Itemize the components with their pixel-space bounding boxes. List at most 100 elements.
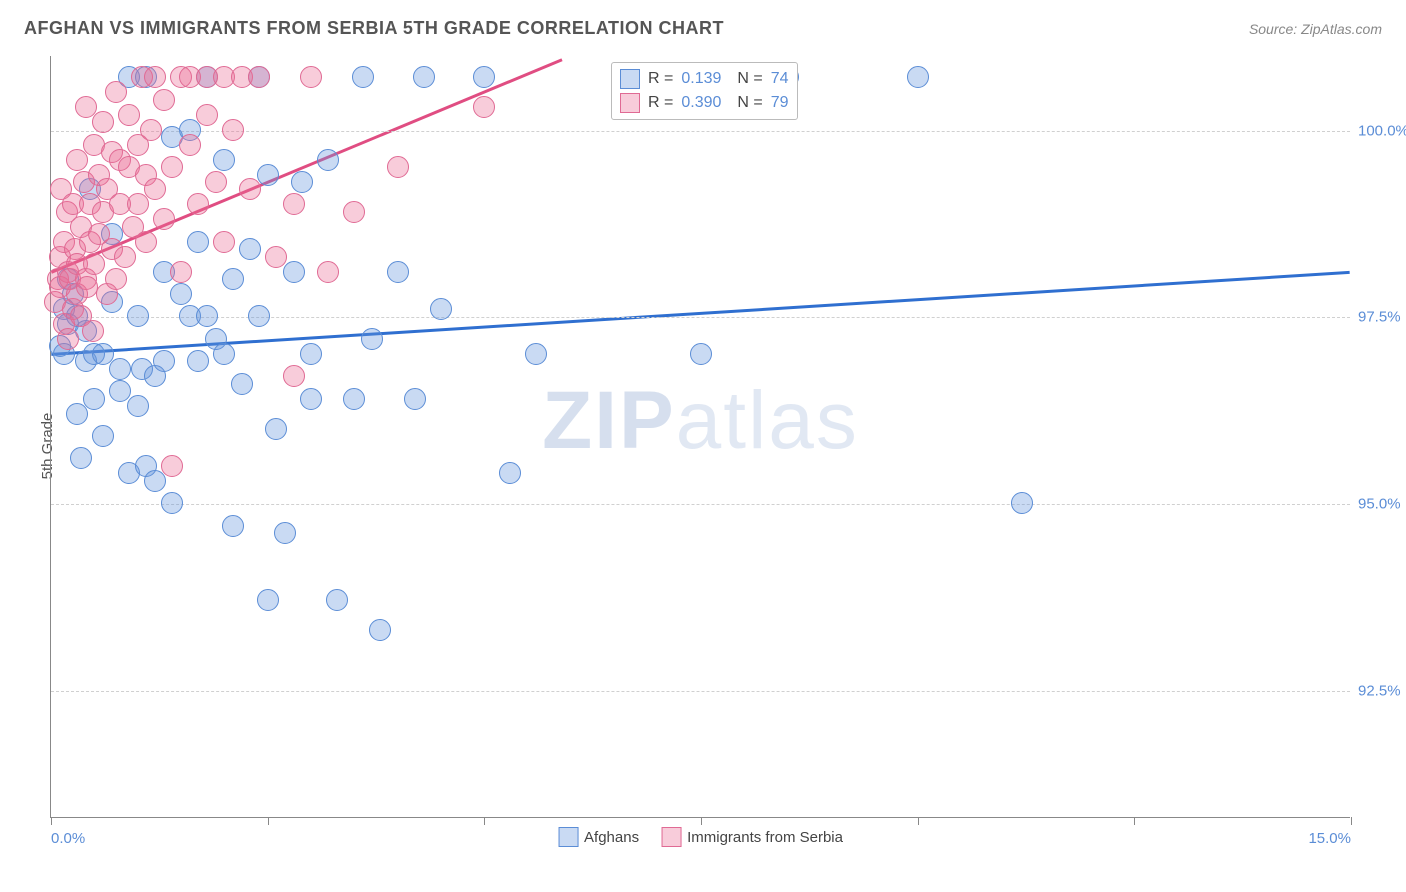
scatter-point	[317, 261, 339, 283]
scatter-point	[83, 253, 105, 275]
scatter-point	[127, 395, 149, 417]
scatter-point	[127, 193, 149, 215]
series-legend: Afghans Immigrants from Serbia	[558, 827, 843, 847]
watermark: ZIPatlas	[542, 374, 859, 468]
series-legend-item: Afghans	[558, 827, 639, 847]
scatter-point	[114, 246, 136, 268]
scatter-point	[161, 455, 183, 477]
legend-swatch	[661, 827, 681, 847]
stat-n-label: N =	[737, 94, 762, 112]
scatter-point	[105, 81, 127, 103]
scatter-point	[274, 522, 296, 544]
scatter-point	[231, 373, 253, 395]
scatter-point	[239, 238, 261, 260]
scatter-point	[352, 66, 374, 88]
scatter-point	[127, 305, 149, 327]
scatter-point	[153, 208, 175, 230]
scatter-point	[222, 119, 244, 141]
scatter-point	[473, 66, 495, 88]
scatter-point	[265, 246, 287, 268]
stat-r-label: R =	[648, 94, 673, 112]
legend-swatch	[620, 93, 640, 113]
scatter-point	[361, 328, 383, 350]
series-legend-label: Immigrants from Serbia	[687, 829, 843, 846]
legend-swatch	[620, 69, 640, 89]
scatter-point	[187, 193, 209, 215]
scatter-point	[499, 462, 521, 484]
scatter-point	[170, 261, 192, 283]
scatter-point	[82, 320, 104, 342]
scatter-point	[187, 350, 209, 372]
scatter-point	[690, 343, 712, 365]
scatter-point	[153, 89, 175, 111]
x-tick	[268, 817, 269, 825]
scatter-point	[343, 388, 365, 410]
x-tick	[1134, 817, 1135, 825]
scatter-point	[300, 343, 322, 365]
scatter-point	[205, 171, 227, 193]
scatter-point	[473, 96, 495, 118]
chart-plot-area: ZIPatlas 92.5%95.0%97.5%100.0%0.0%15.0%R…	[50, 56, 1350, 818]
stat-n-value: 74	[771, 70, 789, 88]
gridline-horizontal	[51, 504, 1350, 505]
scatter-point	[118, 104, 140, 126]
scatter-point	[265, 418, 287, 440]
scatter-point	[222, 515, 244, 537]
scatter-point	[257, 164, 279, 186]
stat-n-value: 79	[771, 94, 789, 112]
scatter-point	[144, 178, 166, 200]
trend-lines-svg	[51, 56, 1350, 817]
scatter-point	[300, 388, 322, 410]
scatter-point	[413, 66, 435, 88]
scatter-point	[83, 388, 105, 410]
gridline-horizontal	[51, 691, 1350, 692]
stats-legend-row: R =0.139N =74	[620, 67, 789, 91]
watermark-bold: ZIP	[542, 375, 676, 466]
scatter-point	[222, 268, 244, 290]
scatter-point	[196, 305, 218, 327]
stats-legend-row: R = 0.390 N = 79	[620, 91, 789, 115]
scatter-point	[66, 403, 88, 425]
scatter-point	[257, 589, 279, 611]
series-legend-label: Afghans	[584, 829, 639, 846]
scatter-point	[525, 343, 547, 365]
x-tick	[918, 817, 919, 825]
y-tick-label: 100.0%	[1358, 122, 1406, 139]
scatter-point	[140, 119, 162, 141]
scatter-point	[144, 470, 166, 492]
stat-r-value: 0.390	[681, 94, 721, 112]
stat-n-label: N =	[737, 70, 762, 88]
scatter-point	[135, 231, 157, 253]
scatter-point	[343, 201, 365, 223]
x-tick	[1351, 817, 1352, 825]
scatter-point	[57, 328, 79, 350]
chart-title: AFGHAN VS IMMIGRANTS FROM SERBIA 5TH GRA…	[24, 18, 724, 39]
legend-swatch	[558, 827, 578, 847]
x-tick-label: 0.0%	[51, 830, 85, 847]
y-tick-label: 95.0%	[1358, 496, 1406, 513]
x-tick-label: 15.0%	[1308, 830, 1351, 847]
x-tick	[701, 817, 702, 825]
scatter-point	[248, 305, 270, 327]
scatter-point	[213, 343, 235, 365]
scatter-point	[105, 268, 127, 290]
scatter-point	[66, 149, 88, 171]
scatter-point	[161, 156, 183, 178]
scatter-point	[248, 66, 270, 88]
watermark-thin: atlas	[676, 375, 859, 466]
scatter-point	[387, 156, 409, 178]
y-tick-label: 97.5%	[1358, 309, 1406, 326]
x-tick	[51, 817, 52, 825]
scatter-point	[1011, 492, 1033, 514]
series-legend-item: Immigrants from Serbia	[661, 827, 843, 847]
scatter-point	[300, 66, 322, 88]
scatter-point	[907, 66, 929, 88]
scatter-point	[92, 425, 114, 447]
scatter-point	[76, 276, 98, 298]
gridline-horizontal	[51, 131, 1350, 132]
scatter-point	[213, 149, 235, 171]
gridline-horizontal	[51, 317, 1350, 318]
scatter-point	[179, 134, 201, 156]
scatter-point	[326, 589, 348, 611]
scatter-point	[170, 283, 192, 305]
